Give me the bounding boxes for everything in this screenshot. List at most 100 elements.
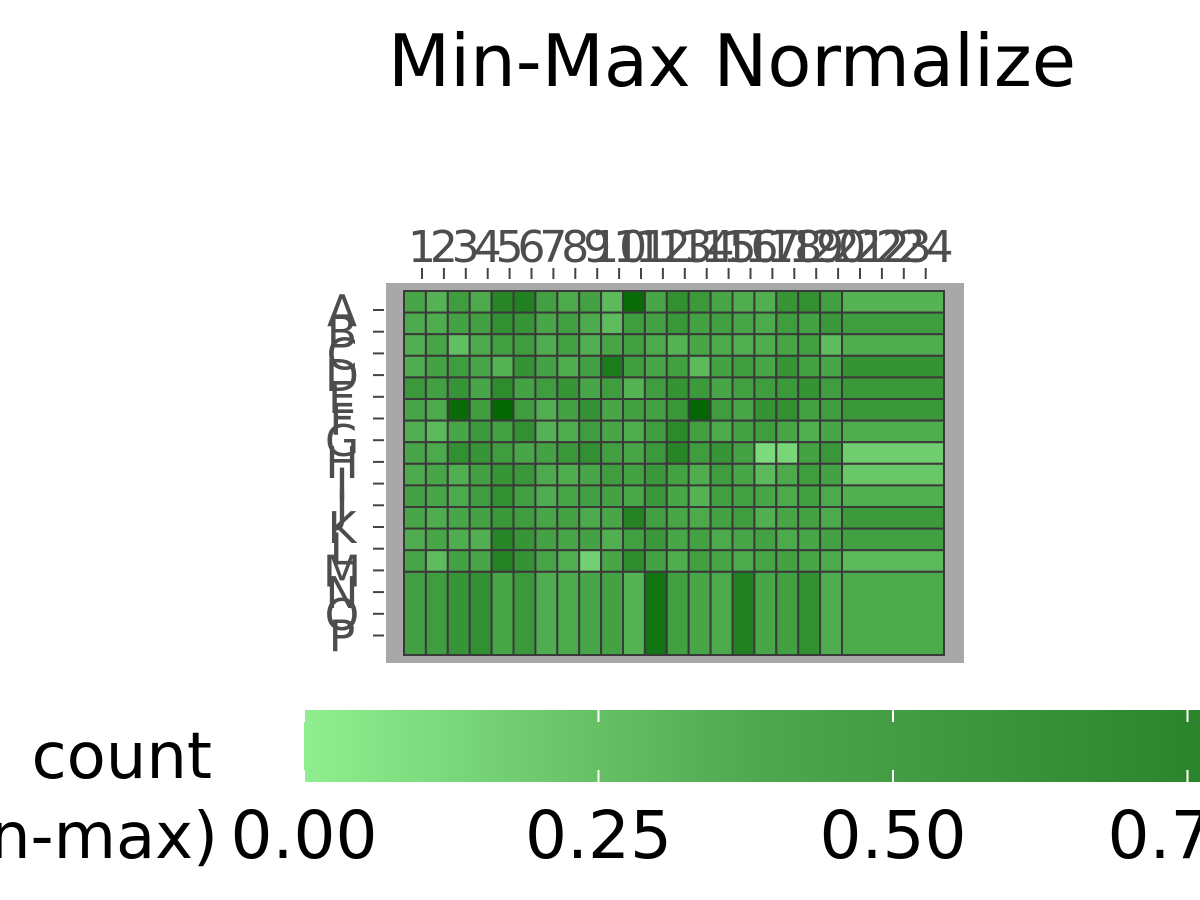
heatmap-cell (578, 354, 603, 379)
heatmap-cell (709, 484, 734, 508)
heatmap-cell (731, 311, 756, 336)
heatmap-cell (687, 484, 712, 508)
heatmap-cell (512, 311, 537, 336)
heatmap-cell (643, 354, 668, 379)
heatmap-cell (446, 484, 471, 508)
heatmap-cell (534, 333, 559, 357)
heatmap-cell (578, 398, 603, 422)
heatmap-cell (643, 506, 668, 530)
heatmap-cell (665, 570, 690, 656)
heatmap-cell (797, 506, 822, 530)
heatmap-cell (534, 376, 559, 400)
heatmap-cell (490, 290, 515, 314)
heatmap-cell (665, 506, 690, 530)
heatmap-cell (753, 462, 778, 487)
heatmap-cell (797, 290, 822, 314)
heatmap-cell (687, 398, 712, 422)
heatmap-cell (797, 419, 822, 444)
heatmap-cell (468, 484, 493, 508)
heatmap-cell (556, 570, 581, 656)
heatmap-cell (468, 311, 493, 336)
heatmap-cell (490, 354, 515, 379)
heatmap-cell (512, 441, 537, 465)
heatmap-cell (600, 419, 624, 444)
heatmap-cell (731, 570, 756, 656)
x-tick-label: 8 (561, 222, 589, 273)
heatmap-cell (841, 549, 945, 573)
heatmap-cell (578, 419, 603, 444)
heatmap-cell (753, 290, 778, 314)
heatmap-cell (819, 506, 843, 530)
x-tick-label: 5 (496, 222, 524, 273)
heatmap-cell (841, 527, 945, 552)
heatmap-cell (424, 290, 449, 314)
heatmap-cell (731, 484, 756, 508)
colorbar-tick-label: 0.50 (820, 797, 967, 874)
heatmap-cell (841, 354, 945, 379)
heatmap-cell (731, 376, 756, 400)
heatmap-cell (687, 290, 712, 314)
heatmap-cell (578, 484, 603, 508)
heatmap-cell (468, 290, 493, 314)
heatmap-cell (731, 354, 756, 379)
heatmap-cell (775, 311, 800, 336)
heatmap-cell (468, 333, 493, 357)
heatmap-cell (578, 290, 603, 314)
heatmap-cell (622, 376, 646, 400)
heatmap-cell (841, 441, 945, 465)
x-tick-label: 21 (832, 222, 888, 273)
heatmap-cell (490, 549, 515, 573)
heatmap-cell (534, 462, 559, 487)
heatmap-cell (490, 462, 515, 487)
heatmap-cell (797, 333, 822, 357)
heatmap-cell (622, 441, 646, 465)
heatmap-cell (512, 354, 537, 379)
y-tick-label: F (329, 395, 354, 446)
heatmap-cell (643, 527, 668, 552)
heatmap-cell (643, 570, 668, 656)
heatmap-cell (775, 484, 800, 508)
heatmap-cell (556, 506, 581, 530)
heatmap-cell (819, 527, 843, 552)
heatmap-cell (600, 290, 624, 314)
heatmap-cell (643, 462, 668, 487)
heatmap-cell (512, 398, 537, 422)
heatmap-cell (600, 527, 624, 552)
heatmap-cell (841, 311, 945, 336)
heatmap-cell (622, 527, 646, 552)
heatmap-cell (534, 419, 559, 444)
y-tick-label: E (328, 373, 356, 424)
heatmap-cell (709, 354, 734, 379)
heatmap-cell (468, 570, 493, 656)
heatmap-cell (534, 527, 559, 552)
y-tick-label: I (336, 460, 349, 511)
heatmap-cell (687, 527, 712, 552)
heatmap-cell (490, 441, 515, 465)
heatmap-cell (687, 549, 712, 573)
heatmap-cell (775, 462, 800, 487)
y-tick-label: A (327, 286, 357, 337)
heatmap-cell (665, 549, 690, 573)
heatmap-cell (403, 527, 427, 552)
heatmap-cell (753, 484, 778, 508)
heatmap-cell (556, 484, 581, 508)
heatmap-cell (424, 398, 449, 422)
y-tick-label: B (327, 308, 357, 359)
heatmap-cell (446, 527, 471, 552)
heatmap-cell (490, 398, 515, 422)
y-tick-label: H (325, 438, 358, 489)
x-tick-label: 9 (583, 222, 611, 273)
heatmap-cell (578, 570, 603, 656)
heatmap-cell (468, 549, 493, 573)
y-tick-label: C (327, 329, 358, 380)
heatmap-cell (556, 311, 581, 336)
heatmap-cell (512, 419, 537, 444)
heatmap-cell (446, 376, 471, 400)
heatmap-cell (709, 311, 734, 336)
heatmap-cell (578, 311, 603, 336)
heatmap-cell (490, 376, 515, 400)
heatmap-cell (622, 419, 646, 444)
heatmap-cell (512, 570, 537, 656)
